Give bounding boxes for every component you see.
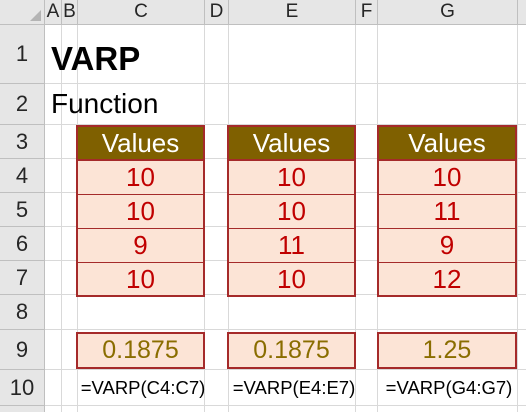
gridline [45,405,526,406]
cell-c7[interactable]: 10 [78,263,203,295]
values-table-e: Values 10 10 11 10 [227,125,356,297]
cell-e4[interactable]: 10 [229,161,354,195]
formula-text-e10[interactable]: =VARP(E4:E7) [232,377,356,398]
cell-g4[interactable]: 10 [379,161,515,195]
cell-c6[interactable]: 9 [78,229,203,263]
row-header-3[interactable]: 3 [0,125,45,159]
cell-e5[interactable]: 10 [229,195,354,229]
values-table-c: Values 10 10 9 10 [76,125,205,297]
sheet-subtitle[interactable]: Function [51,88,159,119]
formula-text-c10[interactable]: =VARP(C4:C7) [80,377,206,398]
cell-c4[interactable]: 10 [78,161,203,195]
gridline [45,329,526,330]
table-header-c3[interactable]: Values [78,127,203,161]
column-header-a[interactable]: A [45,0,62,25]
result-cell-e9[interactable]: 0.1875 [227,332,356,369]
row-header-11[interactable] [0,406,45,412]
gridline [61,25,62,412]
select-all-button[interactable] [0,0,45,25]
values-table-g: Values 10 11 9 12 [377,125,517,297]
row-header-4[interactable]: 4 [0,159,45,193]
sheet-title[interactable]: VARP [51,40,141,77]
cell-e7[interactable]: 10 [229,263,354,295]
result-cell-c9[interactable]: 0.1875 [76,332,205,369]
row-header-10[interactable]: 10 [0,370,45,406]
row-header-9[interactable]: 9 [0,330,45,370]
row-header-1[interactable]: 1 [0,25,45,84]
row-header-5[interactable]: 5 [0,193,45,227]
row-header-2[interactable]: 2 [0,84,45,125]
gridline [45,83,526,84]
table-header-e3[interactable]: Values [229,127,354,161]
gridline [45,369,526,370]
gridline [45,124,526,125]
result-cell-g9[interactable]: 1.25 [377,332,517,369]
row-header-8[interactable]: 8 [0,295,45,330]
cell-g5[interactable]: 11 [379,195,515,229]
column-header-h[interactable] [518,0,526,25]
column-header-f[interactable]: F [356,0,378,25]
column-header-d[interactable]: D [205,0,229,25]
gridline [517,25,518,412]
column-header-c[interactable]: C [78,0,205,25]
cell-g7[interactable]: 12 [379,263,515,295]
row-header-6[interactable]: 6 [0,227,45,261]
formula-text-g10[interactable]: =VARP(G4:G7) [385,377,513,398]
column-header-e[interactable]: E [229,0,356,25]
table-header-g3[interactable]: Values [379,127,515,161]
column-header-b[interactable]: B [62,0,78,25]
cell-g6[interactable]: 9 [379,229,515,263]
row-header-7[interactable]: 7 [0,261,45,295]
cell-e6[interactable]: 11 [229,229,354,263]
column-header-g[interactable]: G [378,0,518,25]
cell-c5[interactable]: 10 [78,195,203,229]
